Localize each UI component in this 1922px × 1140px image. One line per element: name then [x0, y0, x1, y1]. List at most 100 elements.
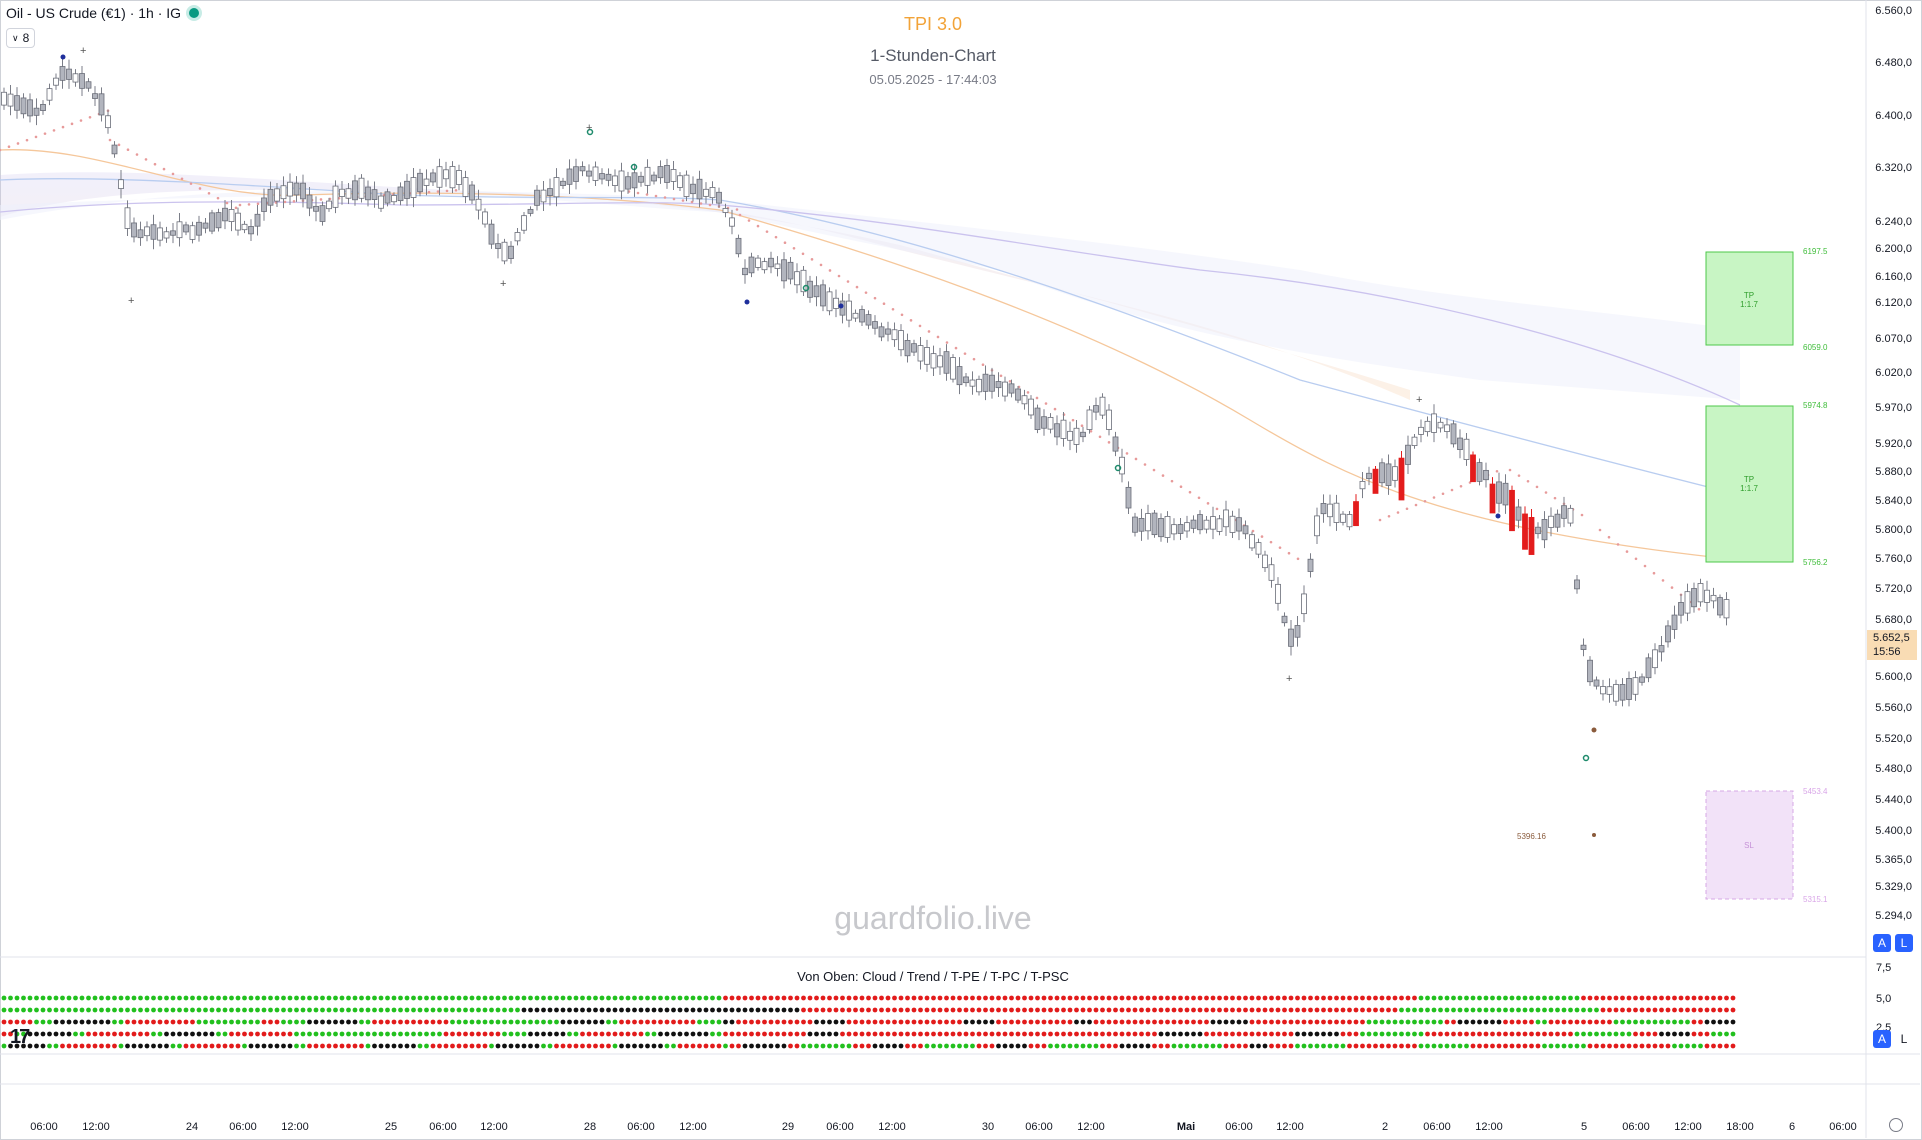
indicator-auto-scale-button[interactable]: A	[1873, 1030, 1891, 1048]
cloud-trend-dot	[463, 1019, 468, 1025]
cloud-trend-dot	[541, 1043, 546, 1049]
tradingview-logo[interactable]: 17	[10, 1026, 30, 1048]
candle-body	[1086, 409, 1093, 430]
cloud-trend-dot	[86, 995, 91, 1001]
cloud-trend-dot	[1139, 1043, 1144, 1049]
cloud-trend-dot	[1074, 995, 1079, 1001]
cloud-trend-dot	[859, 1031, 865, 1037]
cloud-trend-dot	[183, 1019, 189, 1025]
cloud-trend-dot	[684, 1031, 689, 1037]
candle-body	[1359, 480, 1366, 490]
cloud-trend-dot	[359, 1019, 364, 1025]
cloud-trend-dot	[378, 1019, 384, 1025]
cloud-trend-dot	[1113, 1007, 1118, 1013]
psar-dot	[292, 200, 296, 203]
auto-scale-button[interactable]: A	[1873, 934, 1891, 952]
cloud-trend-dot	[391, 1031, 397, 1037]
cloud-trend-dot	[1431, 1019, 1437, 1025]
cloud-trend-dot	[1470, 1043, 1476, 1049]
cloud-trend-dot	[1327, 1043, 1333, 1049]
cloud-trend-dot	[651, 1007, 657, 1013]
cloud-trend-dot	[1691, 1031, 1697, 1037]
time-axis[interactable]: 06:00 12:00 24 06:00 12:00 25 06:00 12:00 28 06:0…	[30, 1121, 1857, 1133]
collapse-indicators-button[interactable]: ∨ 8	[6, 28, 36, 48]
cloud-trend-dot	[1022, 1019, 1027, 1025]
cloud-trend-dot	[1230, 1031, 1235, 1037]
cloud-trend-dot	[1061, 995, 1066, 1001]
cloud-trend-dot	[1087, 1043, 1092, 1049]
price-axis[interactable]: 6.560,06.480,06.400,06.320,06.240,06.200…	[1875, 5, 1912, 922]
cloud-trend-dot	[502, 1007, 507, 1013]
candle-body	[1483, 469, 1489, 481]
cloud-trend-dot	[1451, 1007, 1456, 1013]
sl-zone[interactable]: SL 5453.4 5315.1	[1705, 787, 1828, 904]
candle-body	[1177, 524, 1184, 534]
cloud-trend-dot	[573, 1007, 579, 1013]
candle-body	[150, 224, 157, 240]
cloud-trend-dot	[1113, 1031, 1118, 1037]
cloud-trend-dot	[729, 1019, 735, 1025]
candle-body	[1606, 686, 1613, 695]
cloud-trend-dot	[905, 1031, 910, 1037]
cloud-trend-dot	[79, 1007, 85, 1013]
cloud-trend-dot	[1002, 1019, 1008, 1025]
tp-zone-2[interactable]: TP 1:1.7 5974.8 5756.2	[1705, 401, 1828, 567]
candle-body	[352, 180, 358, 201]
cloud-trend-dot	[1301, 1031, 1307, 1037]
cloud-trend-dot	[963, 1031, 969, 1037]
cloud-trend-dot	[274, 1007, 280, 1013]
cloud-trend-dot	[1210, 995, 1216, 1001]
cloud-trend-dot	[326, 1031, 332, 1037]
cloud-trend-dot	[1223, 1043, 1229, 1049]
cloud-trend-dot	[365, 1043, 371, 1049]
cloud-trend-dot	[1113, 995, 1118, 1001]
cloud-trend-dot	[950, 1019, 956, 1025]
cloud-trend-dot	[1444, 1007, 1450, 1013]
cloud-trend-dot	[1360, 1019, 1365, 1025]
svg-text:1:1.7: 1:1.7	[1740, 484, 1758, 493]
indicator-axis[interactable]: 7,55,02,5	[1876, 962, 1891, 1034]
settings-gear-icon[interactable]	[1889, 1118, 1903, 1132]
candle-body	[72, 73, 79, 83]
cloud-trend-dot	[112, 995, 117, 1001]
cloud-trend-dot	[521, 1043, 527, 1049]
psar-dot	[180, 177, 184, 181]
indicator-title[interactable]: Von Oben: Cloud / Trend / T-PE / T-PC / …	[797, 969, 1069, 984]
cloud-trend-dot	[1048, 995, 1053, 1001]
log-scale-button[interactable]: L	[1895, 934, 1913, 952]
cloud-trend-dot	[469, 1043, 475, 1049]
tp-zone-1[interactable]: TP 1:1.7 6197.5 6059.0	[1705, 247, 1828, 352]
svg-text:TP: TP	[1744, 475, 1754, 484]
psar-dot	[1607, 535, 1611, 539]
cloud-trend-dot	[463, 1031, 468, 1037]
cloud-trend-dot	[736, 1019, 741, 1025]
cloud-trend-dot	[1165, 1031, 1170, 1037]
candle-body	[1041, 416, 1047, 429]
cloud-trend-dot	[1353, 1007, 1359, 1013]
candle-body	[157, 227, 163, 241]
cloud-trend-dot	[1126, 1043, 1131, 1049]
indicator-axis-label: 7,5	[1876, 962, 1891, 974]
cloud-trend-dot	[911, 1043, 917, 1049]
symbol-header[interactable]: Oil - US Crude (€1) · 1h · IG	[6, 5, 200, 21]
cloud-trend-dot	[1535, 1019, 1541, 1025]
cloud-trend-dot	[970, 1043, 975, 1049]
candle-body	[982, 373, 989, 392]
cloud-trend-dot	[1464, 995, 1469, 1001]
cloud-trend-dot	[1327, 1007, 1333, 1013]
cloud-trend-dot	[170, 995, 176, 1001]
candle-body	[378, 195, 384, 209]
cloud-trend-dot	[1321, 995, 1326, 1001]
cloud-trend-dot	[177, 1043, 182, 1049]
cloud-trend-dot	[651, 995, 657, 1001]
cloud-trend-dot	[736, 1007, 741, 1013]
cloud-trend-dot	[1425, 1043, 1430, 1049]
indicator-log-scale-button[interactable]: L	[1895, 1030, 1913, 1048]
cloud-trend-dot	[1386, 1007, 1391, 1013]
candle-body	[813, 285, 820, 298]
cloud-trend-dot	[853, 1031, 858, 1037]
symbol-title[interactable]: Oil - US Crude (€1) · 1h · IG	[6, 5, 182, 21]
cloud-trend-dot	[1620, 995, 1625, 1001]
cloud-trend-dot	[1217, 995, 1222, 1001]
